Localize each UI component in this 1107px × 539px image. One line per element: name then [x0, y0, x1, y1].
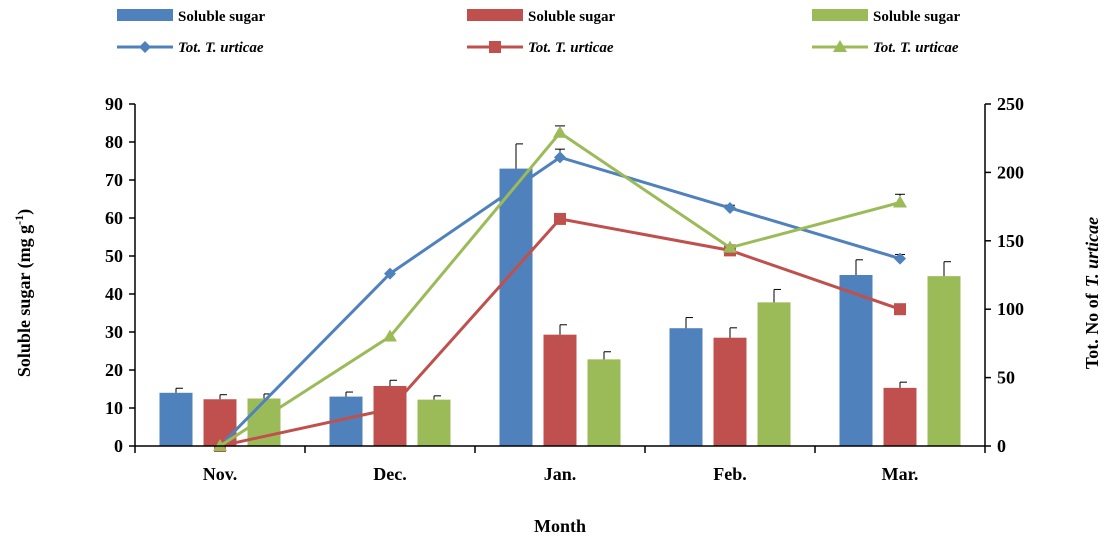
bar — [543, 334, 577, 446]
y-tick-label: 60 — [105, 208, 123, 228]
line-point — [724, 201, 736, 214]
line-point — [139, 41, 151, 53]
line-point — [384, 403, 396, 416]
legend-label-line: Tot. T. urticae — [528, 40, 614, 56]
y2-tick-label: 50 — [997, 368, 1015, 388]
y2-tick-label: 150 — [997, 231, 1024, 251]
line-point — [489, 41, 501, 53]
y2-tick-label: 250 — [997, 94, 1024, 114]
bar — [499, 168, 533, 446]
bars-layer — [159, 143, 961, 446]
x-tick-label: Mar. — [882, 464, 919, 484]
y-axis-title: Soluble sugar (mg g-1) — [12, 209, 35, 377]
line-point — [723, 240, 737, 253]
y2-tick-label: 200 — [997, 162, 1024, 182]
line-point — [213, 439, 227, 451]
line-point — [554, 212, 566, 225]
bar — [757, 302, 791, 446]
bar — [839, 275, 873, 446]
axes: 0 10 20 30 40 50 60 70 80 90 0 50 100 150 200 250 Nov. De… — [105, 94, 1024, 484]
y-axis-title-close: ) — [14, 209, 35, 215]
legend-label-bar: Soluble sugar — [528, 9, 615, 25]
x-axis-title: Month — [534, 516, 586, 536]
line-point — [383, 329, 397, 342]
x-tick-label: Nov. — [203, 464, 238, 484]
lines-layer — [213, 125, 907, 452]
line-point — [893, 195, 907, 208]
legend-label-line: Tot. T. urticae — [873, 40, 959, 56]
bar — [587, 359, 621, 446]
x-tick-label: Feb. — [713, 464, 747, 484]
y-tick-label: 90 — [105, 94, 123, 114]
legend-swatch-bar — [812, 9, 868, 21]
line-point — [894, 252, 906, 265]
bar — [417, 399, 451, 446]
line-point — [384, 267, 396, 280]
y2-tick-label: 100 — [997, 299, 1024, 319]
bar — [927, 276, 961, 446]
legend-label-bar: Soluble sugar — [873, 9, 960, 25]
legend: Soluble sugar Soluble sugar Soluble sugar T… — [117, 9, 960, 56]
y-tick-label: 0 — [114, 436, 123, 456]
legend-label-line: Tot. T. urticae — [178, 40, 264, 56]
y2-axis-title-italic: T. urticae — [1082, 217, 1102, 287]
y2-axis-title-main: Tot. No of — [1082, 292, 1102, 369]
line-point — [553, 125, 567, 138]
y-axis-title-sup: -1 — [12, 215, 26, 225]
y-tick-label: 50 — [105, 246, 123, 266]
bar — [713, 337, 747, 446]
line-point — [554, 151, 566, 164]
legend-swatch-bar — [467, 9, 523, 21]
y-axis-title-main: Soluble sugar (mg g — [14, 225, 35, 377]
y2-axis-title: Tot. No of T. urticae — [1082, 217, 1102, 369]
y-tick-label: 10 — [105, 398, 123, 418]
y-tick-label: 70 — [105, 170, 123, 190]
y-tick-label: 20 — [105, 360, 123, 380]
line-point — [894, 303, 906, 316]
x-tick-label: Jan. — [544, 464, 577, 484]
y-tick-label: 30 — [105, 322, 123, 342]
line-point — [833, 40, 847, 52]
bar — [669, 328, 703, 446]
bar — [883, 387, 917, 446]
y-tick-label: 40 — [105, 284, 123, 304]
legend-swatch-bar — [117, 9, 173, 21]
y-tick-label: 80 — [105, 132, 123, 152]
bar — [159, 392, 193, 446]
y2-tick-label: 0 — [997, 436, 1006, 456]
x-tick-label: Dec. — [373, 464, 406, 484]
legend-label-bar: Soluble sugar — [178, 9, 265, 25]
